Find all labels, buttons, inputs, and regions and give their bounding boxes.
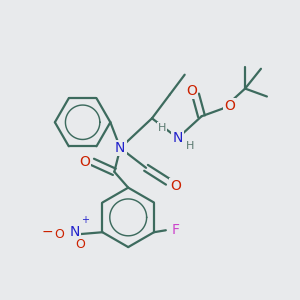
Text: −: −	[41, 225, 53, 239]
Text: O: O	[76, 238, 85, 250]
Text: H: H	[158, 123, 166, 133]
Text: N: N	[70, 225, 80, 239]
Text: O: O	[79, 155, 90, 169]
Text: O: O	[54, 228, 64, 241]
Text: N: N	[172, 131, 183, 145]
Text: +: +	[81, 215, 88, 225]
Text: H: H	[185, 141, 194, 151]
Text: O: O	[224, 99, 235, 113]
Text: F: F	[172, 223, 180, 237]
Text: O: O	[170, 179, 181, 193]
Text: N: N	[115, 141, 125, 155]
Text: O: O	[186, 84, 197, 98]
